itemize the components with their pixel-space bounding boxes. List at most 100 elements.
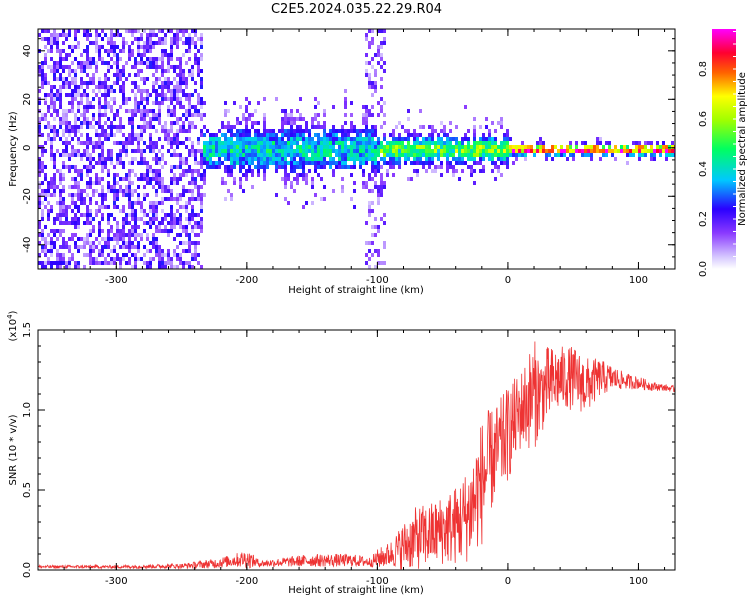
spectrogram-cell	[65, 209, 68, 213]
spectrogram-cell	[182, 193, 185, 197]
spectrogram-cell	[671, 145, 674, 149]
spectrogram-cell	[83, 241, 86, 245]
spectrogram-cell	[281, 165, 284, 169]
spectrogram-cell	[176, 201, 179, 205]
spectrogram-cell	[341, 129, 344, 133]
spectrogram-cell	[74, 153, 77, 157]
spectrogram-cell	[167, 113, 170, 117]
spectrogram-cell	[50, 145, 53, 149]
spectrogram-cell	[185, 205, 188, 209]
spectrogram-cell	[38, 193, 41, 197]
spectrogram-cell	[380, 65, 383, 69]
spectrogram-cell	[203, 153, 206, 157]
spectrogram-cell	[263, 149, 266, 153]
spectrogram-cell	[263, 169, 266, 173]
spectrogram-cell	[56, 65, 59, 69]
spectrogram-cell	[287, 149, 290, 153]
spectrogram-cell	[188, 57, 191, 61]
spectrogram-cell	[188, 73, 191, 77]
spectrogram-cell	[149, 57, 152, 61]
spectrogram-cell	[107, 101, 110, 105]
spectrogram-cell	[53, 97, 56, 101]
spectrogram-cell	[365, 185, 368, 189]
spectrogram-cell	[89, 141, 92, 145]
spectrogram-cell	[557, 153, 560, 157]
spectrogram-cell	[74, 121, 77, 125]
spectrogram-cell	[197, 113, 200, 117]
spectrogram-cell	[443, 125, 446, 129]
spectrogram-cell	[368, 133, 371, 137]
spectrogram-cell	[467, 145, 470, 149]
spectrogram-cell	[194, 245, 197, 249]
spectrogram-cell	[194, 29, 197, 33]
spectrogram-cell	[119, 117, 122, 121]
spectrogram-cell	[380, 57, 383, 61]
spectrogram-cell	[479, 149, 482, 153]
spectrogram-cell	[134, 173, 137, 177]
spectrogram-cell	[167, 221, 170, 225]
spectrogram-cell	[446, 141, 449, 145]
spectrogram-cell	[200, 41, 203, 45]
spectrogram-cell	[53, 221, 56, 225]
spectrogram-cell	[89, 161, 92, 165]
spectrogram-cell	[665, 149, 668, 153]
spectrogram-cell	[125, 241, 128, 245]
spectrogram-cell	[473, 141, 476, 145]
spectrogram-cell	[347, 133, 350, 137]
spectrogram-cell	[119, 129, 122, 133]
spectrogram-cell	[77, 205, 80, 209]
spectrogram-cell	[341, 145, 344, 149]
spectrogram-cell	[86, 53, 89, 57]
spectrogram-cell	[110, 133, 113, 137]
spectrogram-cell	[362, 117, 365, 121]
spectrogram-cell	[386, 161, 389, 165]
spectrogram-cell	[86, 217, 89, 221]
spectrogram-cell	[152, 117, 155, 121]
spectrogram-cell	[68, 265, 71, 269]
spectrogram-cell	[395, 153, 398, 157]
spectrogram-cell	[131, 33, 134, 37]
spectrogram-cell	[101, 81, 104, 85]
spectrogram-cell	[53, 193, 56, 197]
spectrogram-cell	[173, 133, 176, 137]
spectrogram-cell	[89, 81, 92, 85]
spectrogram-cell	[185, 225, 188, 229]
spectrogram-cell	[461, 145, 464, 149]
spectrogram-cell	[140, 137, 143, 141]
spectrogram-cell	[170, 189, 173, 193]
spectrogram-cell	[125, 177, 128, 181]
spectrogram-cell	[119, 177, 122, 181]
snr-x-tick-label: -200	[236, 576, 259, 587]
spectrogram-cell	[86, 93, 89, 97]
spectrogram-cell	[101, 105, 104, 109]
spectrogram-cell	[149, 221, 152, 225]
spectrogram-cell	[347, 157, 350, 161]
spectrogram-cell	[461, 169, 464, 173]
spectrogram-cell	[101, 145, 104, 149]
spectrogram-cell	[305, 157, 308, 161]
spectrogram-cell	[215, 133, 218, 137]
spectrogram-cell	[152, 173, 155, 177]
spectrogram-cell	[161, 189, 164, 193]
spectrogram-cell	[146, 221, 149, 225]
spectrogram-cell	[134, 229, 137, 233]
spectrogram-cell	[497, 149, 500, 153]
spectrogram-cell	[290, 165, 293, 169]
spectrogram-cell	[116, 257, 119, 261]
spectrogram-cell	[188, 181, 191, 185]
spectrogram-cell	[560, 145, 563, 149]
spectrogram-cell	[74, 225, 77, 229]
spectrogram-cell	[41, 169, 44, 173]
spectrogram-cell	[446, 161, 449, 165]
spectrogram-cell	[392, 165, 395, 169]
spectrogram-cell	[170, 29, 173, 33]
spectrogram-cell	[188, 49, 191, 53]
spectrogram-cell	[71, 125, 74, 129]
spectrogram-cell	[473, 125, 476, 129]
spectrogram-cell	[116, 157, 119, 161]
spectrogram-cell	[338, 165, 341, 169]
spectrogram-cell	[452, 145, 455, 149]
spectrogram-cell	[56, 253, 59, 257]
spectrogram-cell	[101, 189, 104, 193]
spectrogram-cell	[173, 153, 176, 157]
